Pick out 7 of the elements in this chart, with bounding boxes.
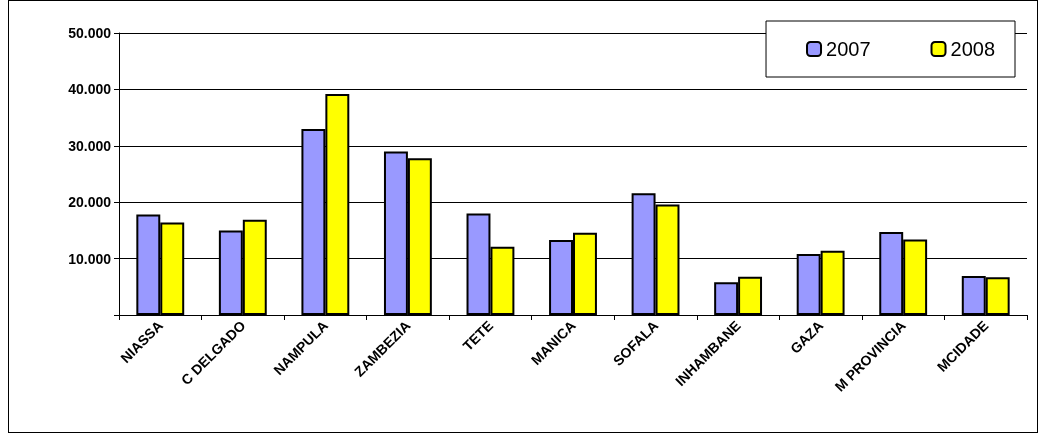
y-tick-label: 20.000 xyxy=(68,194,112,211)
y-tick-label: 30.000 xyxy=(68,137,112,154)
legend-label: 2007 xyxy=(826,38,871,60)
legend-label: 2008 xyxy=(950,38,996,60)
y-tick-label: 10.000 xyxy=(68,250,112,267)
y-tick-label: 50.000 xyxy=(68,25,112,41)
y-tick-label: 40.000 xyxy=(68,81,112,98)
